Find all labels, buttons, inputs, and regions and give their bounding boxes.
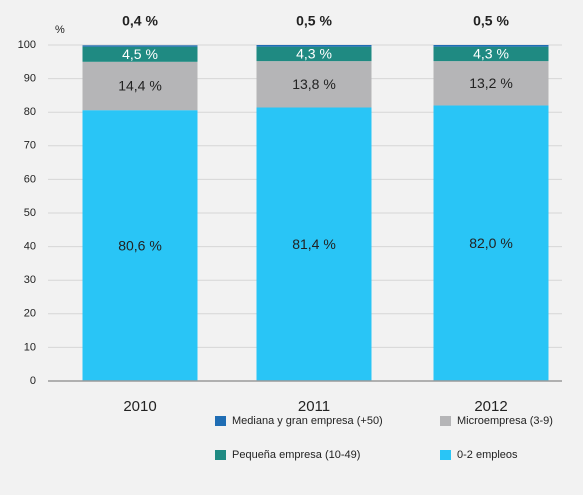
y-tick-label: 30 xyxy=(24,274,36,286)
y-tick-label: 50 xyxy=(24,207,36,219)
y-tick-label: 10 xyxy=(24,341,36,353)
legend-label: Microempresa (3-9) xyxy=(457,415,553,427)
legend-label: Pequeña empresa (10-49) xyxy=(232,449,360,461)
y-tick-label: 0 xyxy=(30,375,36,387)
x-tick-label: 2012 xyxy=(474,398,507,415)
y-tick-label: 90 xyxy=(24,73,36,85)
bar-segment xyxy=(433,45,549,47)
bar-segment xyxy=(433,46,549,62)
bar-segment xyxy=(82,61,198,111)
x-tick-label: 2011 xyxy=(298,398,330,415)
bar-segment xyxy=(256,46,372,62)
data-label: 0,5 % xyxy=(296,13,332,29)
data-label: 14,4 % xyxy=(118,78,162,94)
y-axis-label: % xyxy=(55,24,65,36)
data-label: 82,0 % xyxy=(469,235,513,251)
legend-swatch xyxy=(215,416,226,426)
data-label: 80,6 % xyxy=(118,237,162,253)
y-tick-label: 70 xyxy=(24,140,36,152)
data-label: 4,5 % xyxy=(122,46,158,62)
y-tick-label: 60 xyxy=(24,173,36,185)
y-tick-label: 20 xyxy=(24,308,36,320)
bar-segment xyxy=(256,45,372,47)
y-tick-label: 40 xyxy=(24,241,36,253)
data-label: 81,4 % xyxy=(292,236,336,252)
data-label: 13,2 % xyxy=(469,75,513,91)
bar-segment xyxy=(256,61,372,108)
data-label: 0,4 % xyxy=(122,13,158,29)
bar-segment xyxy=(82,46,198,62)
legend-label: Mediana y gran empresa (+50) xyxy=(232,415,383,427)
bar-segment xyxy=(82,110,198,382)
bar-segment xyxy=(256,107,372,381)
legend-swatch xyxy=(440,416,451,426)
y-tick-label: 80 xyxy=(24,106,36,118)
data-label: 0,5 % xyxy=(473,13,509,29)
legend-swatch xyxy=(440,450,451,460)
y-tick-label: 100 xyxy=(18,39,36,51)
data-label: 4,3 % xyxy=(296,46,332,62)
data-label: 13,8 % xyxy=(292,76,336,92)
legend-swatch xyxy=(215,450,226,460)
legend-label: 0-2 empleos xyxy=(457,449,518,461)
bar-segment xyxy=(433,61,549,106)
x-tick-label: 2010 xyxy=(123,398,156,415)
bar-segment xyxy=(82,45,198,47)
bar-segment xyxy=(433,105,549,381)
data-label: 4,3 % xyxy=(473,46,509,62)
